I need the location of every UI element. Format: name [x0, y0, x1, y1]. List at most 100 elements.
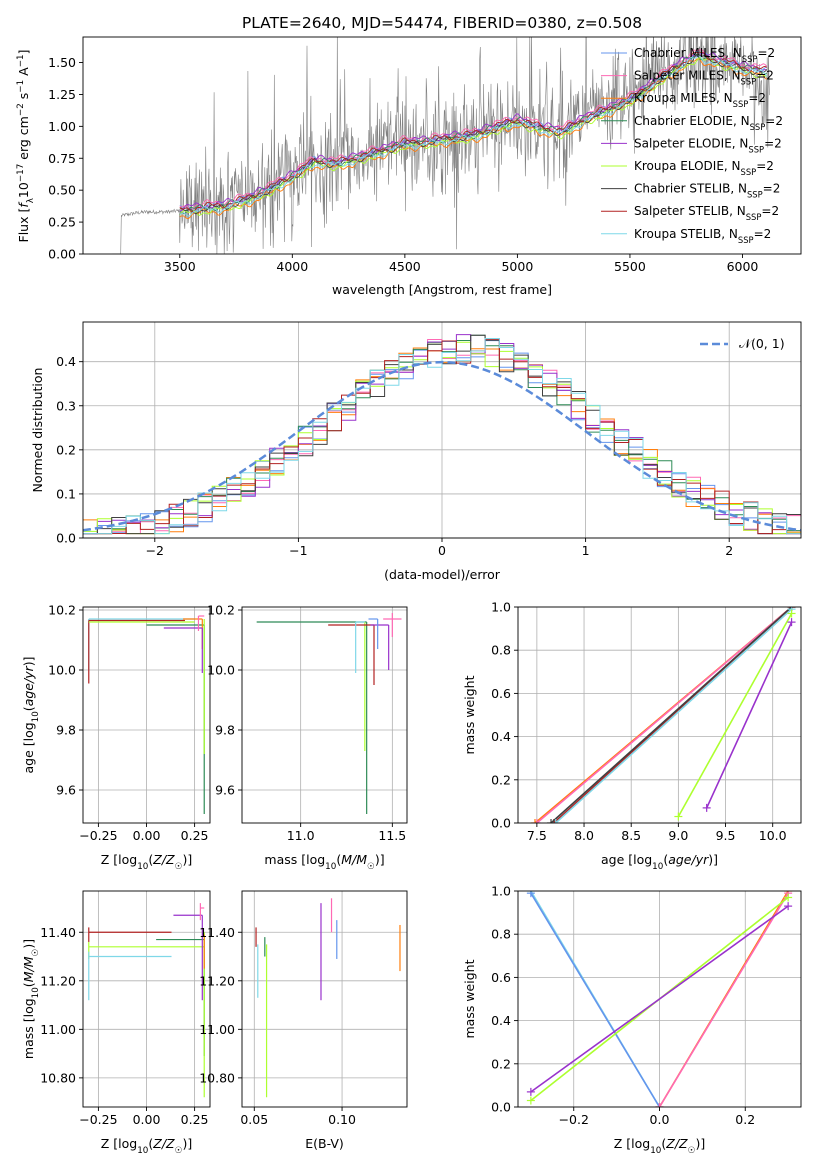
y-tick-label: 9.6 [215, 783, 235, 798]
x-tick-label: 5500 [614, 259, 646, 274]
x-axis-label: (data-model)/error [384, 567, 501, 582]
plot-area-spectrum [112, 37, 770, 254]
legend-label: Salpeter STELIB, NSSP=2 [634, 204, 779, 222]
mass-weight-line [705, 621, 793, 809]
y-tick-label: 11.20 [40, 973, 76, 988]
y-tick-label: 11.00 [199, 1022, 235, 1037]
panel-mass_weight_vs_age: 7.5 8.0 8.5 9.0 9.5 10.0 0.0 0.2 0.4 0.6 0.8 1.0 age… [462, 600, 802, 872]
plot-area-mass_weight_vs_age [530, 607, 796, 823]
y-axis-label: mass weight [462, 675, 477, 754]
x-axis-label: age [log10(age/yr)] [601, 852, 718, 872]
error-bar [328, 624, 375, 685]
x-axis-label: wavelength [Angstrom, rest frame] [332, 282, 552, 297]
x-tick-label: 11.5 [378, 828, 406, 843]
error-bar [368, 618, 379, 649]
legend-label: Kroupa STELIB, NSSP=2 [634, 227, 771, 245]
figure-title: PLATE=2640, MJD=54474, FIBERID=0380, z=0… [242, 14, 642, 32]
y-tick-label: 10.2 [48, 603, 76, 618]
y-tick-label: 0.8 [491, 643, 511, 658]
plot-area-mass_weight_vs_Z [526, 891, 793, 1107]
legend-label: Chabrier ELODIE, NSSP=2 [634, 114, 783, 132]
legend-label: Chabrier MILES, NSSP=2 [634, 46, 775, 64]
y-axis-label: mass [log10(M/M☉)] [21, 939, 41, 1059]
y-tick-label: 0.0 [491, 1100, 511, 1115]
legend-label: Kroupa ELODIE, NSSP=2 [634, 159, 774, 177]
mass-weight-line [550, 607, 793, 823]
axes-spectrum: 3500 4000 4500 5000 5500 6000 0.00 0.25 0.50 0.75… [16, 36, 802, 297]
axes-mass_vs_EBV: 0.05 0.10 10.80 11.00 11.20 11.40 E(B-V) [199, 890, 408, 1151]
y-tick-label: 0.1 [56, 486, 76, 501]
panel-age_vs_mass: 11.0 11.5 9.6 9.8 10.0 10.2 mass [log10(M/M☉)] [207, 603, 408, 872]
x-tick-label: 0.25 [181, 828, 209, 843]
x-tick-label: 0.2 [735, 1112, 755, 1127]
error-bar [199, 903, 205, 921]
y-tick-label: 0.0 [491, 816, 511, 831]
y-tick-label: 0.75 [48, 151, 76, 166]
x-axis-label: mass [log10(M/M☉)] [264, 852, 384, 872]
x-tick-label: 9.5 [716, 828, 736, 843]
x-tick-label: 0.05 [240, 1112, 268, 1127]
x-tick-label: −0.2 [559, 1112, 589, 1127]
error-bar [88, 951, 172, 1001]
legend-label: Salpeter ELODIE, NSSP=2 [634, 136, 782, 154]
x-tick-label: 7.5 [527, 828, 547, 843]
mass-weight-line [658, 892, 789, 1107]
x-tick-label: 10.0 [759, 828, 787, 843]
x-tick-label: 6000 [727, 259, 759, 274]
x-tick-label: 8.5 [621, 828, 641, 843]
y-tick-label: 11.40 [40, 925, 76, 940]
x-tick-label: 0.25 [181, 1112, 209, 1127]
y-tick-label: 0.0 [56, 531, 76, 546]
axes-mass_vs_Z: −0.25 0.00 0.25 10.80 11.00 11.20 11.40 Z [log1… [21, 890, 211, 1156]
y-tick-label: 10.2 [207, 603, 235, 618]
mass-weight-line [530, 905, 789, 1093]
x-tick-label: −0.25 [79, 828, 117, 843]
axes-frame [241, 606, 408, 824]
x-tick-label: −2 [146, 543, 164, 558]
y-axis-label: Normed distribution [30, 368, 45, 493]
y-tick-label: 0.50 [48, 183, 76, 198]
y-tick-label: 1.0 [491, 884, 511, 899]
x-tick-label: 0.00 [133, 1112, 161, 1127]
panel-age_vs_Z: −0.25 0.00 0.25 9.6 9.8 10.0 10.2 Z [log10(Z/Z☉… [21, 603, 211, 872]
x-tick-label: 2 [725, 543, 733, 558]
error-bar [88, 619, 185, 684]
error-bar [163, 627, 203, 673]
y-tick-label: 1.0 [491, 600, 511, 615]
error-bar [370, 624, 390, 670]
axes-frame [517, 606, 802, 824]
axes-mass_weight_vs_Z: −0.2 0.0 0.2 0.0 0.2 0.4 0.6 0.8 1.0 Z [log10(Z/Z… [462, 884, 802, 1156]
panel-mass_vs_Z: −0.25 0.00 0.25 10.80 11.00 11.20 11.40 Z [log1… [21, 890, 211, 1156]
legend-label: 𝒩(0, 1) [739, 336, 785, 351]
x-tick-label: 0.00 [133, 828, 161, 843]
y-axis-label: age [log10(age/yr)] [21, 656, 41, 773]
normal-reference-curve [83, 360, 801, 532]
y-tick-label: 0.3 [56, 398, 76, 413]
y-tick-label: 10.80 [40, 1070, 76, 1085]
axes-frame [241, 890, 408, 1108]
model-spectrum-line [179, 55, 768, 217]
x-tick-label: 4500 [389, 259, 421, 274]
error-bar [383, 613, 402, 637]
y-tick-label: 1.00 [48, 119, 76, 134]
residual-histogram-step [83, 338, 801, 535]
mass-weight-line [536, 607, 793, 823]
model-spectrum-line [179, 54, 768, 215]
axes-residuals: −2 −1 0 1 2 0.0 0.1 0.2 0.3 0.4 𝒩(0, 1) (data-model… [30, 321, 802, 582]
y-tick-label: 0.4 [56, 354, 76, 369]
plot-layer: 3500 4000 4500 5000 5500 60000.000.250.500.75… [16, 36, 802, 1156]
plot-area-residuals [83, 334, 801, 535]
y-tick-label: 9.8 [215, 723, 235, 738]
y-tick-label: 0.6 [491, 970, 511, 985]
x-tick-label: −0.25 [79, 1112, 117, 1127]
y-tick-label: 0.4 [491, 1013, 511, 1028]
plot-area-age_vs_mass [256, 613, 402, 814]
panel-mass_vs_EBV: 0.05 0.10 10.80 11.00 11.20 11.40 E(B-V) [199, 890, 408, 1151]
legend-label: Salpeter MILES, NSSP=2 [634, 69, 774, 87]
y-tick-label: 0.25 [48, 215, 76, 230]
model-spectrum-line [179, 58, 768, 220]
x-tick-label: 8.0 [574, 828, 594, 843]
error-bar [173, 914, 203, 1001]
y-tick-label: 11.40 [199, 925, 235, 940]
